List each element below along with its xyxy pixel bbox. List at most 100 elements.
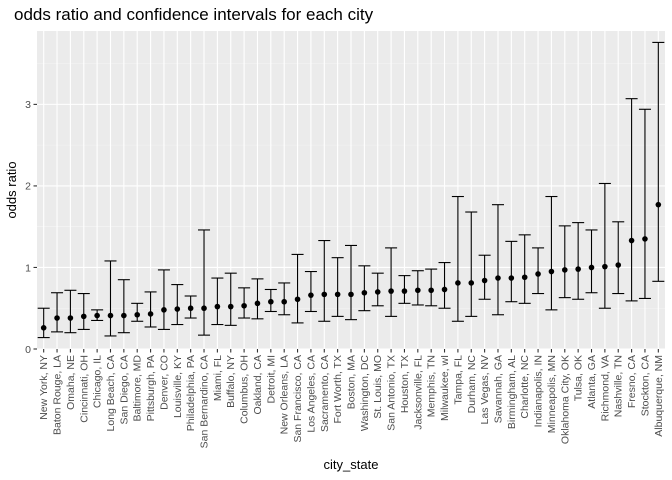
error-bar [505, 240, 518, 303]
x-tick-label: New York, NY [38, 355, 50, 420]
error-bar [638, 108, 651, 299]
data-point [40, 325, 47, 331]
error-bar [291, 253, 304, 324]
error-bar [117, 279, 130, 334]
data-point [54, 315, 60, 321]
error-bar [157, 269, 170, 330]
data-point [361, 289, 368, 296]
error-bar [37, 307, 50, 339]
error-bar [104, 260, 117, 337]
data-point [441, 286, 448, 293]
error-bar [518, 234, 531, 304]
x-tick-label: Nashville, TN [613, 355, 625, 417]
data-point [588, 264, 595, 271]
data-point [80, 313, 87, 320]
x-tick-label: Philadelphia, PA [185, 355, 197, 431]
x-tick-label: Miami, FL [212, 355, 224, 401]
error-bar [532, 247, 545, 295]
x-axis-title: city_state [324, 457, 379, 472]
data-point [521, 274, 528, 281]
error-bar [331, 257, 344, 317]
data-point [495, 275, 501, 281]
error-bar [224, 272, 237, 326]
error-bar [438, 262, 451, 309]
error-bar [211, 277, 224, 326]
x-tick-label: Birmingham, AL [506, 355, 518, 429]
error-bar [238, 287, 251, 319]
data-point [161, 307, 167, 313]
data-point [401, 288, 408, 294]
y-tick-label: 3 [25, 99, 31, 111]
error-bar [612, 221, 625, 295]
y-axis: 0 1 2 3 [25, 99, 37, 356]
error-bar [51, 292, 64, 333]
x-tick-label: Oklahoma City, OK [559, 355, 571, 444]
error-bar [558, 225, 571, 299]
error-bar [425, 268, 438, 307]
data-point [268, 298, 274, 305]
error-bar [144, 291, 157, 328]
data-point [561, 267, 568, 273]
x-tick-label: Buffalo, NY [225, 355, 237, 408]
x-tick-label: Chicago, IL [92, 355, 104, 408]
error-bar [478, 254, 491, 300]
x-tick-label: Durham, NC [466, 355, 478, 414]
data-point [187, 305, 194, 312]
data-point [388, 288, 394, 294]
data-point [94, 312, 100, 319]
error-bars [37, 41, 665, 339]
error-bar [572, 222, 585, 300]
data-point [67, 315, 74, 321]
x-tick-label: Milwaukee, wI [439, 355, 451, 421]
error-bar [358, 265, 371, 312]
data-point [615, 262, 622, 268]
x-tick-label: Tulsa, OK [573, 355, 585, 401]
x-tick-label: San Bernardino, CA [199, 355, 211, 448]
data-point [481, 277, 488, 284]
error-bar [585, 229, 598, 294]
error-bar [451, 195, 464, 322]
data-points [40, 201, 662, 331]
data-point [334, 291, 341, 298]
data-point [348, 291, 354, 298]
x-tick-label: San Francisco, CA [292, 355, 304, 443]
x-tick-label: Indianapolis, IN [533, 355, 545, 427]
x-tick-label: Jacksonville, FL [412, 355, 424, 430]
error-bar [465, 211, 478, 317]
error-bar [318, 240, 331, 322]
data-point [134, 311, 141, 318]
x-tick-label: Albuquerque, NM [653, 355, 665, 437]
data-point [655, 201, 662, 208]
x-tick-label: Detroit, MI [265, 355, 277, 403]
error-bar [545, 195, 558, 311]
data-point [174, 306, 181, 312]
error-bar [278, 282, 291, 316]
x-tick-label: Long Beach, CA [105, 355, 117, 431]
data-point [575, 266, 581, 272]
x-tick-label: Las Vegas, NV [479, 355, 491, 424]
data-point [415, 287, 421, 294]
data-point [121, 312, 127, 319]
data-point [107, 312, 114, 319]
chart-title: odds ratio and confidence intervals for … [14, 5, 374, 24]
y-tick-label: 0 [25, 344, 31, 356]
data-point [294, 296, 301, 303]
x-tick-label: Cincinnati, OH [78, 355, 90, 423]
data-point [602, 263, 608, 270]
data-point [628, 237, 635, 244]
error-bar [598, 182, 611, 309]
y-tick-label: 2 [25, 181, 31, 193]
data-point [254, 300, 261, 307]
data-point [201, 305, 207, 312]
x-tick-label: Louisville, KY [172, 355, 184, 418]
x-tick-label: Savannah, GA [492, 355, 504, 423]
error-bar [385, 247, 398, 317]
x-tick-label: Tampa, FL [452, 355, 464, 405]
x-tick-label: Fort Worth, TX [332, 355, 344, 423]
data-point [281, 298, 287, 305]
x-tick-label: Atlanta, GA [586, 355, 598, 409]
y-tick-label: 1 [25, 262, 31, 274]
error-bar [344, 244, 358, 321]
error-bar [251, 278, 264, 320]
